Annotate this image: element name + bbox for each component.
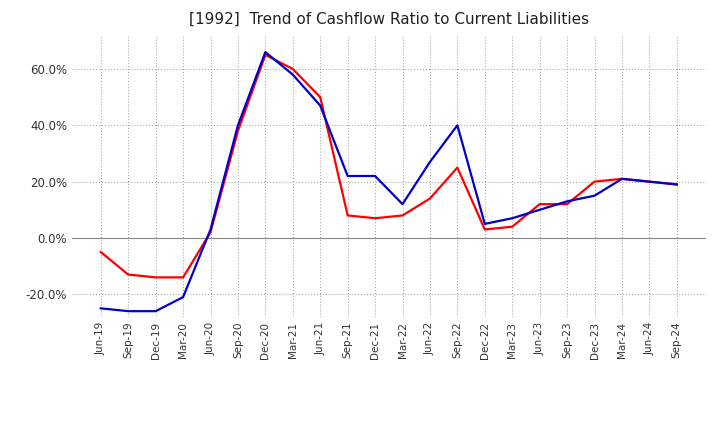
Free CF to Current Liabilities [124, 308, 132, 314]
Free CF to Current Liabilities [316, 103, 325, 108]
Free CF to Current Liabilities [645, 179, 654, 184]
Operating CF to Current Liabilities [371, 216, 379, 221]
Operating CF to Current Liabilities [124, 272, 132, 277]
Free CF to Current Liabilities [618, 176, 626, 181]
Line: Operating CF to Current Liabilities: Operating CF to Current Liabilities [101, 55, 677, 277]
Legend: Operating CF to Current Liabilities, Free CF to Current Liabilities: Operating CF to Current Liabilities, Fre… [151, 435, 626, 440]
Operating CF to Current Liabilities [398, 213, 407, 218]
Operating CF to Current Liabilities [316, 95, 325, 100]
Free CF to Current Liabilities [480, 221, 489, 227]
Free CF to Current Liabilities [536, 207, 544, 213]
Free CF to Current Liabilities [179, 294, 187, 300]
Line: Free CF to Current Liabilities: Free CF to Current Liabilities [101, 52, 677, 311]
Operating CF to Current Liabilities [618, 176, 626, 181]
Operating CF to Current Liabilities [480, 227, 489, 232]
Operating CF to Current Liabilities [453, 165, 462, 170]
Operating CF to Current Liabilities [206, 230, 215, 235]
Operating CF to Current Liabilities [536, 202, 544, 207]
Operating CF to Current Liabilities [151, 275, 160, 280]
Free CF to Current Liabilities [590, 193, 599, 198]
Free CF to Current Liabilities [508, 216, 516, 221]
Free CF to Current Liabilities [151, 308, 160, 314]
Operating CF to Current Liabilities [563, 202, 572, 207]
Free CF to Current Liabilities [233, 123, 242, 128]
Operating CF to Current Liabilities [645, 179, 654, 184]
Free CF to Current Liabilities [206, 227, 215, 232]
Free CF to Current Liabilities [672, 182, 681, 187]
Operating CF to Current Liabilities [343, 213, 352, 218]
Operating CF to Current Liabilities [289, 66, 297, 72]
Operating CF to Current Liabilities [508, 224, 516, 229]
Free CF to Current Liabilities [371, 173, 379, 179]
Operating CF to Current Liabilities [426, 196, 434, 201]
Free CF to Current Liabilities [96, 306, 105, 311]
Free CF to Current Liabilities [343, 173, 352, 179]
Free CF to Current Liabilities [289, 72, 297, 77]
Free CF to Current Liabilities [563, 199, 572, 204]
Operating CF to Current Liabilities [672, 182, 681, 187]
Operating CF to Current Liabilities [96, 249, 105, 255]
Free CF to Current Liabilities [426, 159, 434, 165]
Operating CF to Current Liabilities [261, 52, 270, 58]
Free CF to Current Liabilities [453, 123, 462, 128]
Title: [1992]  Trend of Cashflow Ratio to Current Liabilities: [1992] Trend of Cashflow Ratio to Curren… [189, 12, 589, 27]
Free CF to Current Liabilities [398, 202, 407, 207]
Operating CF to Current Liabilities [233, 128, 242, 134]
Operating CF to Current Liabilities [590, 179, 599, 184]
Free CF to Current Liabilities [261, 49, 270, 55]
Operating CF to Current Liabilities [179, 275, 187, 280]
